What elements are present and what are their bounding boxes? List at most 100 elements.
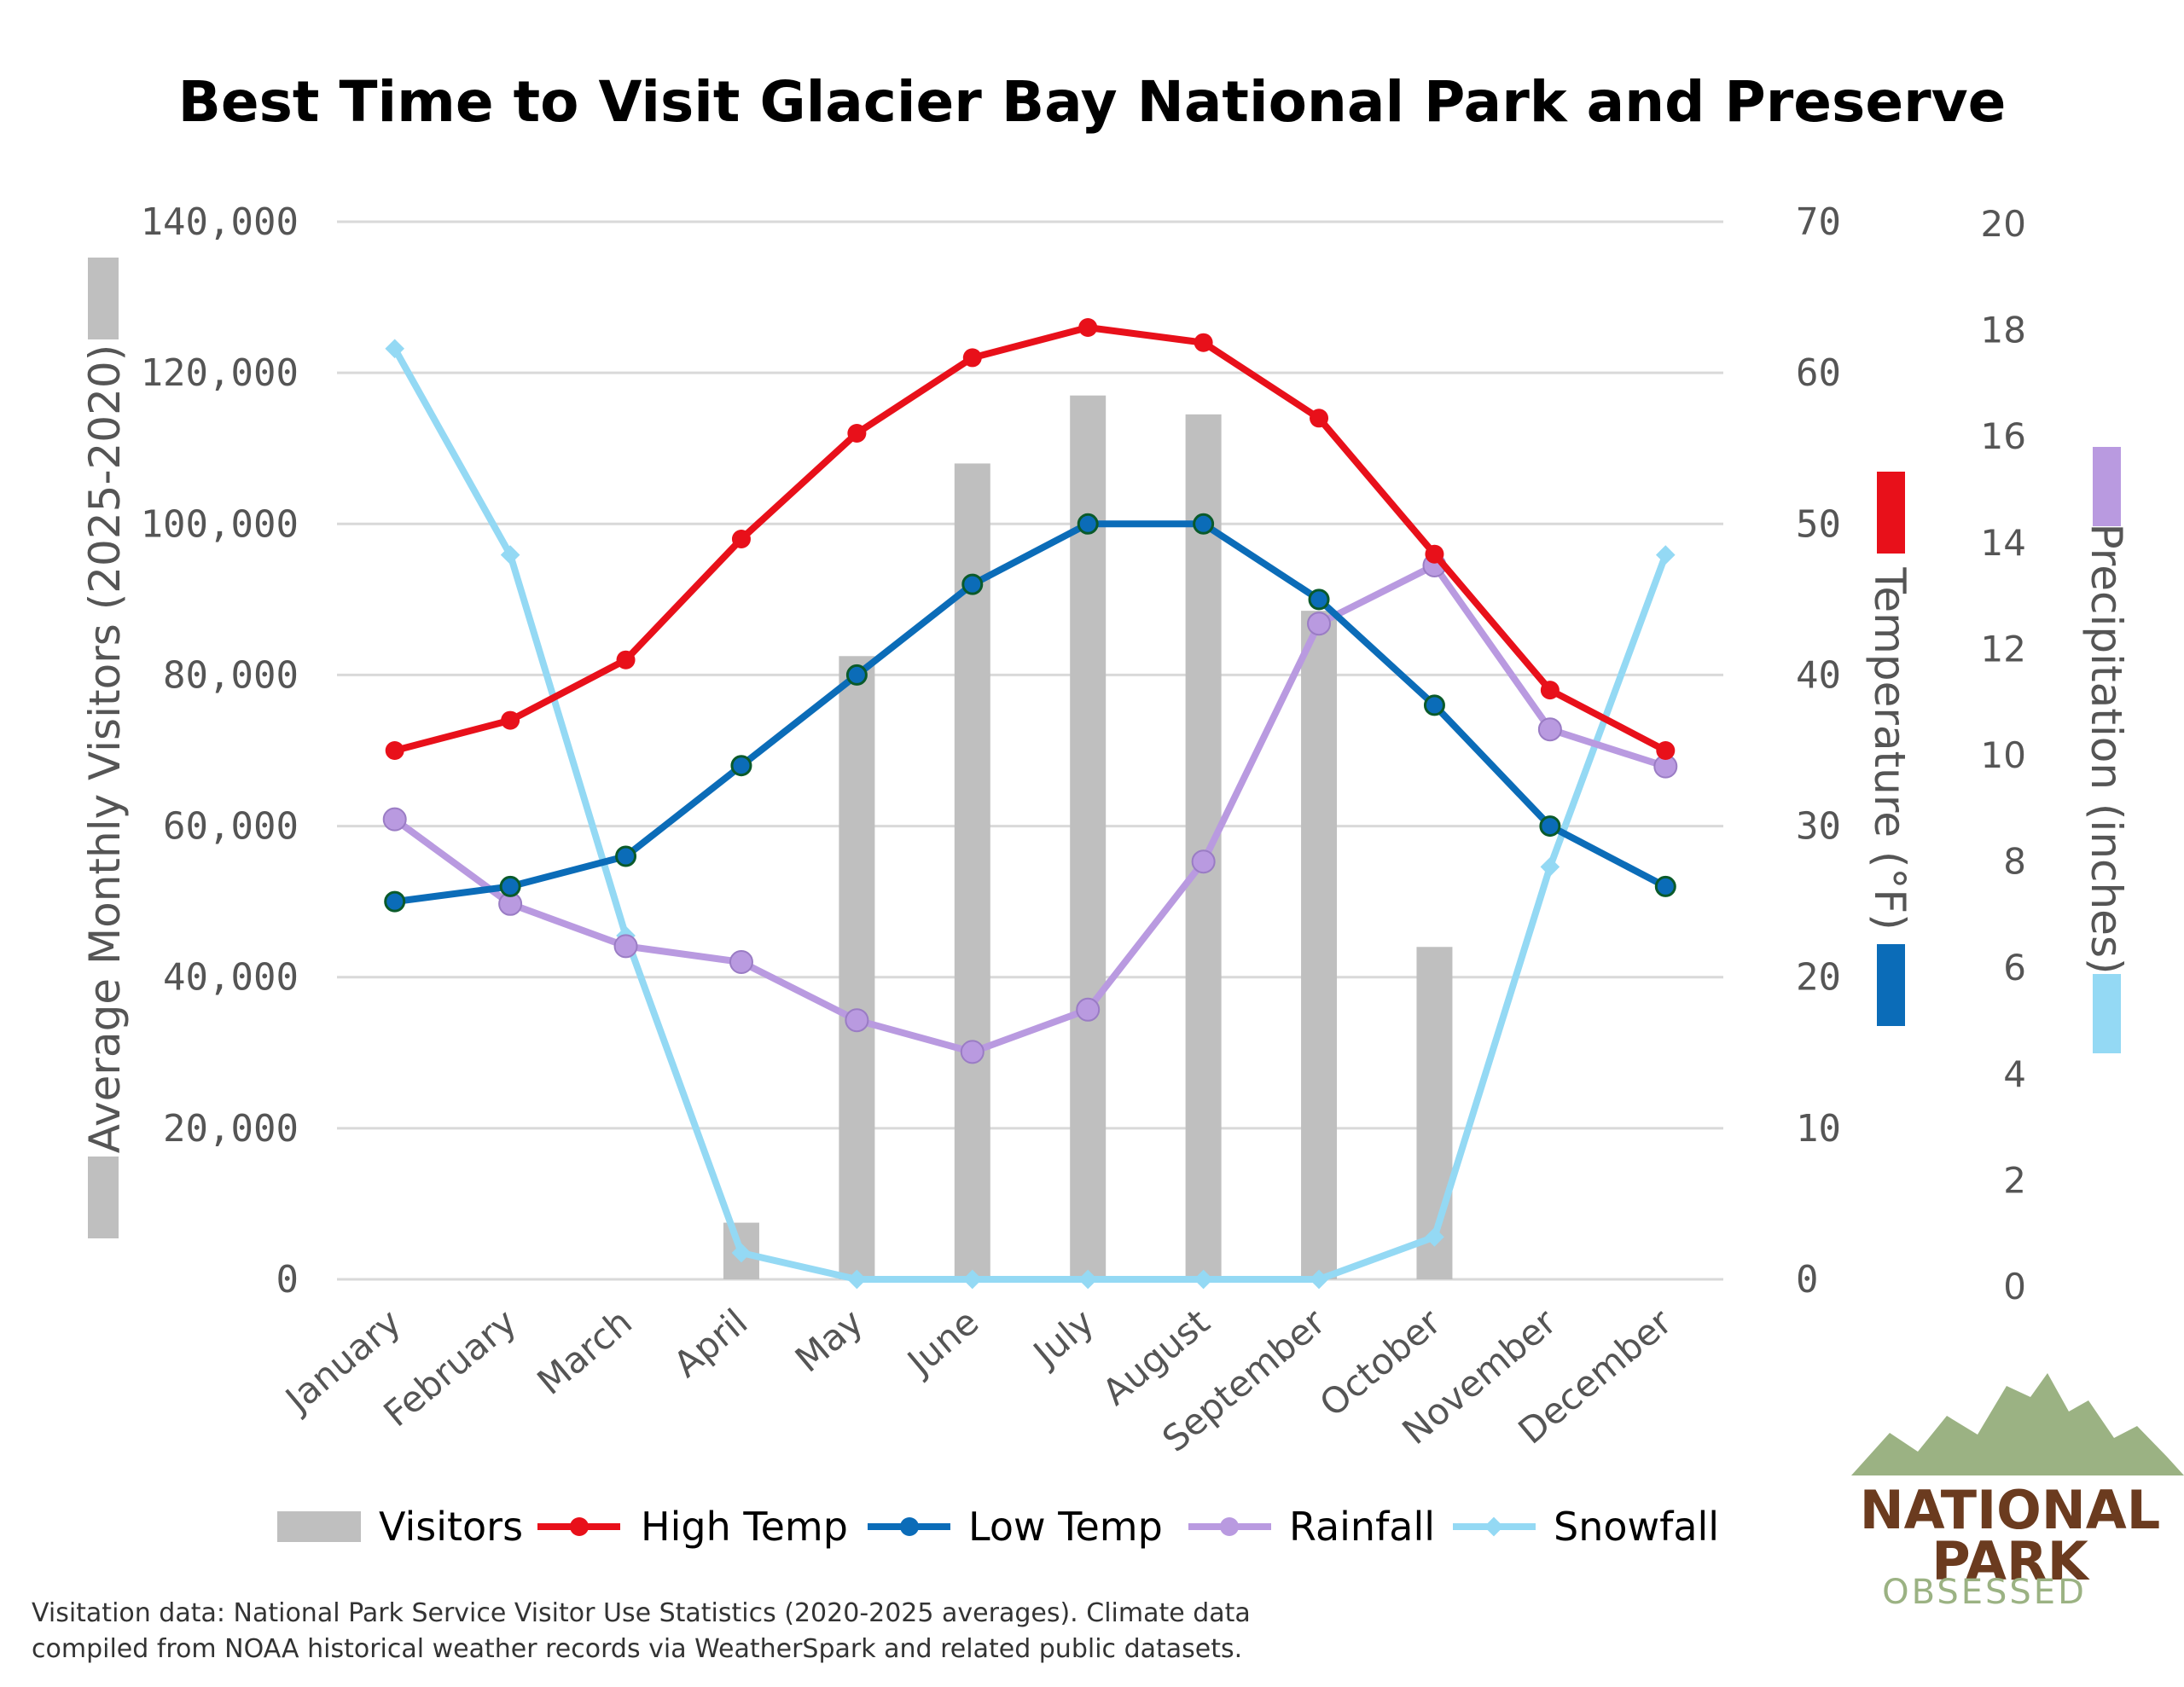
legend-label-rainfall: Rainfall — [1289, 1504, 1435, 1550]
left-axis-label-group: Average Monthly Visitors (2025-2020) — [80, 258, 130, 1238]
low-temp-point-march — [615, 845, 637, 867]
snowfall-point-april — [731, 1243, 752, 1263]
legend-item-rainfall: Rainfall — [1188, 1504, 1435, 1550]
legend-label-visitors: Visitors — [379, 1504, 523, 1550]
low-temp-point-august — [1193, 513, 1215, 535]
high-temp-point-december — [1656, 741, 1676, 760]
chart-title: Best Time to Visit Glacier Bay National … — [178, 69, 2007, 135]
low-temp-point-september — [1308, 588, 1330, 611]
high-temp-point-november — [1540, 681, 1560, 700]
legend-marker-snowfall — [1484, 1516, 1504, 1537]
low-temp-point-june — [961, 573, 984, 595]
legend-item-visitors: Visitors — [277, 1504, 523, 1550]
high-temp-line — [393, 324, 1668, 754]
snowfall-point-october — [1425, 1227, 1444, 1247]
precipitation-axis-tick-label: 10 — [1981, 734, 2026, 776]
left-axis-tick-label: 60,000 — [163, 805, 299, 849]
legend-label-low-temp: Low Temp — [968, 1504, 1163, 1550]
precipitation-axis-tick-label: 0 — [2003, 1266, 2026, 1307]
legend-label-snowfall: Snowfall — [1554, 1504, 1719, 1550]
legend-marker-high-temp — [570, 1517, 589, 1536]
low-temp-point-february — [499, 875, 521, 897]
mountain-icon — [1851, 1373, 2184, 1475]
high-temp-point-may — [847, 424, 867, 443]
snowfall-point-february — [500, 545, 520, 565]
precipitation-axis-tick-label: 2 — [2003, 1159, 2026, 1201]
visitors-bar-october — [1416, 947, 1453, 1279]
temperature-axis-tick-label: 0 — [1796, 1258, 1819, 1301]
left-axis-tick-label: 140,000 — [141, 200, 299, 244]
high-temp-point-august — [1194, 333, 1213, 352]
visitors-bar-may — [839, 656, 875, 1279]
month-label-may: May — [787, 1301, 871, 1380]
visitors-axis-marker-bottom — [88, 1157, 119, 1238]
temperature-axis-label-group: Temperature (°F) — [1865, 472, 1914, 1026]
low-temp-axis-marker — [1877, 944, 1905, 1026]
snowfall-point-november — [1540, 857, 1560, 877]
left-axis-tick-label: 0 — [276, 1258, 299, 1301]
legend-swatch-visitors — [277, 1511, 361, 1542]
snowfall-point-july — [1077, 1269, 1098, 1290]
legend-item-low-temp: Low Temp — [868, 1504, 1163, 1550]
snowfall-point-december — [1655, 545, 1676, 565]
visitors-bar-june — [954, 463, 990, 1279]
legend-label-high-temp: High Temp — [641, 1504, 848, 1550]
month-label-july: July — [1024, 1301, 1102, 1376]
snowfall-point-august — [1194, 1269, 1213, 1290]
left-axis-tick-label: 80,000 — [163, 653, 299, 697]
visitors-bars — [723, 395, 1453, 1279]
high-temp-point-september — [1310, 409, 1329, 428]
rainfall-point-november — [1537, 717, 1562, 742]
legend: Visitors High Temp Low Temp Rainfall Sno… — [277, 1504, 1719, 1550]
visitors-bar-july — [1070, 395, 1107, 1279]
precipitation-axis-tick-label: 16 — [1981, 415, 2026, 457]
temperature-axis-ticks: 0 10 20 30 40 50 60 70 — [1796, 200, 1841, 1301]
logo-text-national: NATIONAL — [1860, 1479, 2161, 1541]
snowfall-line — [392, 346, 1670, 1283]
temperature-axis-label: Temperature (°F) — [1865, 566, 1914, 930]
temperature-axis-tick-label: 50 — [1796, 502, 1841, 546]
visitors-bar-august — [1185, 414, 1222, 1279]
left-axis-tick-label: 120,000 — [141, 351, 299, 395]
high-temp-point-february — [501, 710, 520, 730]
snowfall-point-may — [847, 1269, 867, 1290]
left-axis-tick-label: 40,000 — [163, 956, 299, 1000]
temperature-axis-tick-label: 30 — [1796, 805, 1841, 849]
high-temp-point-march — [616, 650, 636, 670]
snowfall-point-september — [1309, 1269, 1329, 1290]
visitors-bar-september — [1301, 611, 1338, 1279]
legend-item-snowfall: Snowfall — [1453, 1504, 1719, 1550]
rainfall-line — [392, 562, 1667, 1056]
month-label-june: June — [897, 1301, 986, 1384]
precipitation-axis-tick-label: 4 — [2003, 1053, 2026, 1095]
rainfall-point-march — [613, 934, 638, 959]
high-temp-point-april — [731, 530, 751, 548]
temperature-axis-tick-label: 10 — [1796, 1107, 1841, 1151]
left-axis-ticks: 0 20,000 40,000 60,000 80,000 100,000 120,000 1… — [141, 200, 299, 1301]
rainfall-point-june — [960, 1040, 985, 1064]
month-label-april: April — [665, 1301, 755, 1385]
visitors-axis-marker-top — [88, 258, 119, 339]
snowfall-point-june — [962, 1269, 983, 1290]
snowfall-axis-marker — [2093, 974, 2121, 1053]
legend-marker-low-temp — [900, 1517, 919, 1536]
rainfall-point-september — [1307, 612, 1332, 636]
high-temp-point-july — [1078, 318, 1098, 337]
low-temp-point-november — [1539, 815, 1561, 838]
low-temp-point-april — [730, 755, 752, 777]
series-lines — [382, 318, 1678, 1290]
low-temp-point-may — [845, 664, 868, 686]
precipitation-axis-tick-label: 6 — [2003, 947, 2026, 988]
low-temp-line — [394, 520, 1668, 906]
temperature-axis-tick-label: 60 — [1796, 351, 1841, 395]
temperature-axis-tick-label: 20 — [1796, 956, 1841, 1000]
high-temp-axis-marker — [1877, 472, 1905, 554]
rainfall-point-may — [845, 1008, 869, 1033]
high-temp-point-january — [385, 741, 404, 760]
snowfall-point-january — [385, 339, 405, 359]
low-temp-point-january — [384, 890, 406, 913]
national-park-obsessed-logo: NATIONAL PARK OBSESSED — [1851, 1373, 2184, 1612]
precipitation-axis-label-group: Precipitation (inches) — [2082, 447, 2131, 1053]
